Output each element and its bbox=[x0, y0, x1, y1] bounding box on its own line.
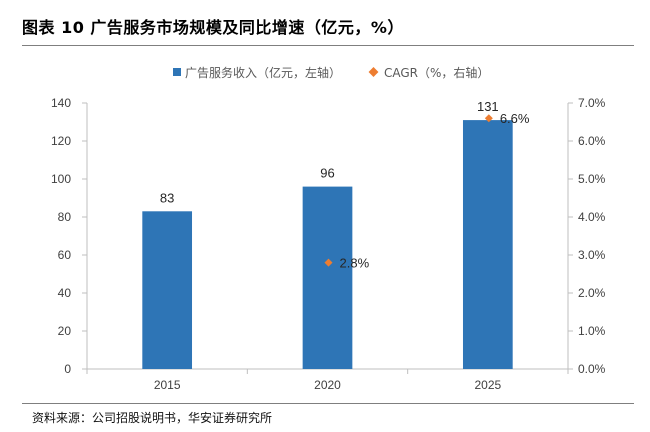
legend-marker-swatch bbox=[368, 67, 379, 77]
y-right-tick-label: 0.0% bbox=[578, 362, 606, 376]
legend-bar-swatch bbox=[173, 68, 181, 76]
x-tick-label: 2025 bbox=[474, 378, 501, 392]
y-right-tick-label: 6.0% bbox=[578, 134, 606, 148]
y-left-tick-label: 60 bbox=[58, 248, 72, 262]
y-right-tick-label: 3.0% bbox=[578, 248, 606, 262]
bar-data-label: 83 bbox=[160, 190, 174, 205]
y-right-tick-label: 7.0% bbox=[578, 96, 606, 110]
y-left-tick-label: 100 bbox=[51, 172, 71, 186]
bar bbox=[142, 211, 193, 369]
legend: 广告服务收入（亿元，左轴） CAGR（%，右轴） bbox=[173, 65, 489, 80]
bar-data-label: 96 bbox=[320, 166, 334, 181]
bar-series: 83 96 131 bbox=[142, 99, 513, 369]
figure-title: 图表 10 广告服务市场规模及同比增速（亿元，%） bbox=[22, 18, 404, 37]
y-left-tick-label: 120 bbox=[51, 134, 71, 148]
cagr-marker bbox=[484, 114, 493, 123]
source-note: 资料来源：公司招股说明书，华安证券研究所 bbox=[32, 411, 273, 425]
legend-marker-label: CAGR（%，右轴） bbox=[384, 65, 489, 80]
title-divider bbox=[22, 45, 634, 46]
x-tick-label: 2015 bbox=[154, 378, 181, 392]
y-left-tick-label: 140 bbox=[51, 96, 71, 110]
y-right-tick-label: 2.0% bbox=[578, 286, 606, 300]
y-left-tick-label: 20 bbox=[58, 324, 72, 338]
legend-bar-label: 广告服务收入（亿元，左轴） bbox=[185, 65, 341, 80]
bar-data-label: 131 bbox=[477, 99, 499, 114]
y-left-tick-label: 40 bbox=[58, 286, 72, 300]
y-right-tick-label: 4.0% bbox=[578, 210, 606, 224]
bar bbox=[302, 186, 353, 369]
x-tick-label: 2020 bbox=[314, 378, 341, 392]
cagr-series: 2.8% 6.6% bbox=[324, 111, 530, 271]
y-left-tick-label: 0 bbox=[64, 362, 71, 376]
cagr-data-label: 2.8% bbox=[340, 256, 370, 271]
y-right-tick-label: 1.0% bbox=[578, 324, 606, 338]
cagr-marker bbox=[324, 258, 333, 267]
bar bbox=[462, 120, 513, 369]
y-left-tick-label: 80 bbox=[58, 210, 72, 224]
y-right-tick-label: 5.0% bbox=[578, 172, 606, 186]
footer-divider bbox=[22, 403, 634, 404]
cagr-data-label: 6.6% bbox=[500, 111, 530, 126]
